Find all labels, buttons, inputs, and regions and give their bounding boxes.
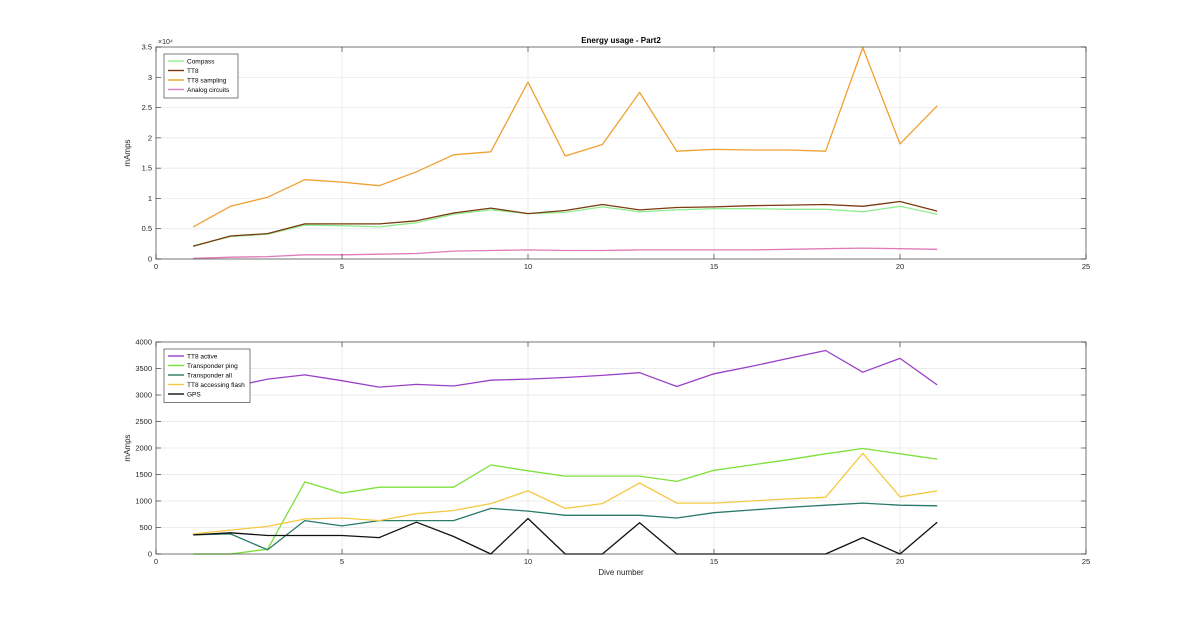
series-line-compass — [193, 205, 938, 247]
x-tick-label: 10 — [524, 262, 532, 271]
x-tick-label: 20 — [896, 262, 904, 271]
legend-entry: Transponder all — [187, 372, 232, 379]
plot-1: 0 5 10 15 20 25 0 0.5 1 1.5 2 2.5 3 3.5 ×10⁴ mAmps Compa… — [123, 39, 1090, 271]
series-line-tt8-sampling — [192, 46, 938, 228]
legend: TT8 active Transponder ping Transponder al… — [163, 348, 251, 403]
y-axis-label: mAmps — [123, 434, 132, 461]
series-line-transponder-ping — [193, 447, 938, 555]
y-tick-label: 500 — [139, 523, 152, 532]
y-tick-label: 2000 — [135, 444, 152, 453]
y-tick-label: 4000 — [135, 338, 152, 347]
y-tick-label: 2.5 — [142, 103, 152, 112]
y-tick-label: 0 — [148, 255, 152, 264]
x-axis-label: Dive number — [598, 568, 644, 577]
y-tick-label: 1.5 — [142, 164, 152, 173]
y-tick-label: 2 — [148, 133, 152, 142]
legend-entry: Compass — [187, 58, 215, 65]
x-tick-label: 10 — [524, 557, 532, 566]
x-tick-label: 0 — [154, 262, 158, 271]
y-tick-label: 2500 — [135, 417, 152, 426]
legend-entry: Transponder ping — [187, 363, 238, 370]
series-line-tt8 — [193, 200, 938, 247]
y-exponent-label: ×10⁴ — [158, 39, 173, 46]
series-line-transponder-all — [193, 502, 938, 551]
plot-2: 0 5 10 15 20 25 0 500 1000 1500 2000 2500 3000 3500 40… — [123, 338, 1090, 578]
x-tick-label: 0 — [154, 557, 158, 566]
chart-title: Energy usage - Part2 — [581, 36, 661, 45]
series-line-analog-circuits — [193, 247, 938, 260]
legend-entry: TT8 accessing flash — [187, 382, 245, 389]
x-tick-label: 25 — [1082, 262, 1090, 271]
y-tick-label: 1000 — [135, 497, 152, 506]
x-tick-label: 25 — [1082, 557, 1090, 566]
legend-entry: TT8 sampling — [187, 77, 227, 84]
y-tick-label: 0 — [148, 550, 152, 559]
y-axis-label: mAmps — [123, 139, 132, 166]
x-tick-label: 5 — [340, 557, 344, 566]
y-tick-label: 3500 — [135, 364, 152, 373]
y-tick-label: 0.5 — [142, 224, 152, 233]
y-tick-label: 3 — [148, 73, 152, 82]
axes-box — [155, 46, 1087, 260]
x-tick-label: 15 — [710, 262, 718, 271]
y-tick-label: 3.5 — [142, 43, 152, 52]
legend-entry: TT8 — [187, 68, 199, 75]
y-tick-label: 1 — [148, 194, 152, 203]
x-tick-label: 20 — [896, 557, 904, 566]
legend: Compass TT8 TT8 sampling Analog circuits — [163, 53, 239, 99]
legend-entry: Analog circuits — [187, 87, 230, 94]
series-line-tt8-accessing-flash — [193, 452, 938, 535]
x-tick-label: 15 — [710, 557, 718, 566]
series-line-tt8-active — [193, 349, 938, 399]
x-tick-label: 5 — [340, 262, 344, 271]
y-tick-label: 3000 — [135, 391, 152, 400]
legend-entry: GPS — [187, 391, 201, 398]
legend-entry: TT8 active — [187, 353, 218, 360]
y-tick-label: 1500 — [135, 470, 152, 479]
